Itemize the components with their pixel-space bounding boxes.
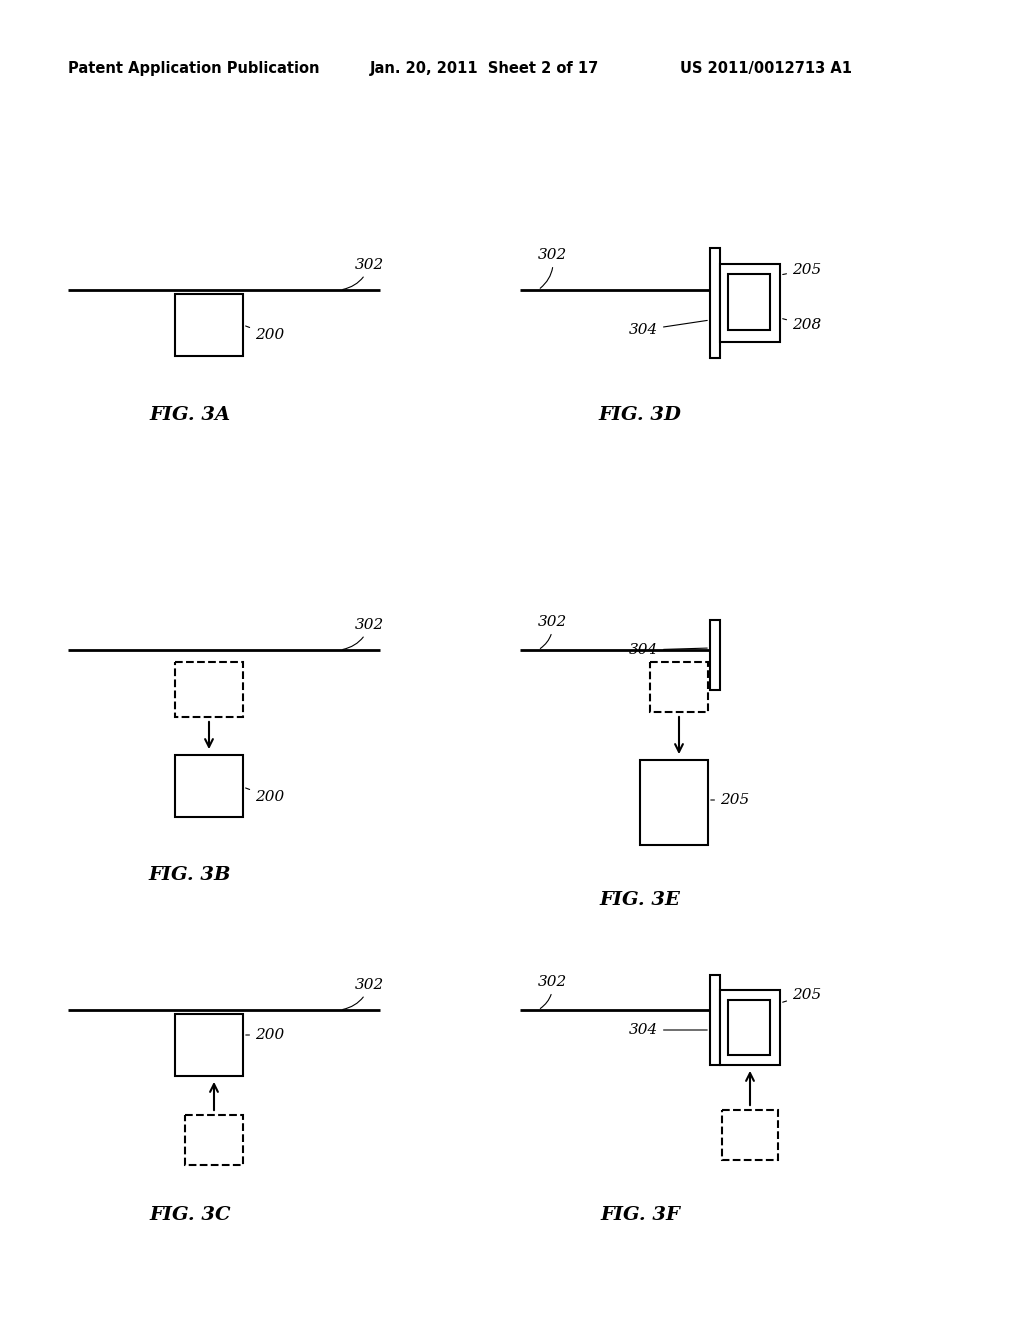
- Text: FIG. 3B: FIG. 3B: [148, 866, 231, 884]
- Bar: [710, 248, 720, 358]
- Text: US 2011/0012713 A1: US 2011/0012713 A1: [680, 61, 852, 75]
- Text: Jan. 20, 2011  Sheet 2 of 17: Jan. 20, 2011 Sheet 2 of 17: [370, 61, 599, 75]
- Text: 302: 302: [538, 615, 567, 648]
- Text: 304: 304: [629, 1023, 708, 1038]
- Text: 302: 302: [538, 975, 567, 1008]
- Text: 302: 302: [343, 618, 384, 649]
- Text: 200: 200: [246, 326, 285, 342]
- Bar: [728, 1001, 770, 1055]
- Bar: [720, 264, 780, 342]
- Text: FIG. 3C: FIG. 3C: [150, 1206, 230, 1224]
- Bar: [175, 663, 243, 717]
- Text: 302: 302: [538, 248, 567, 288]
- Bar: [175, 1014, 243, 1076]
- Text: 205: 205: [782, 987, 821, 1002]
- Text: FIG. 3D: FIG. 3D: [599, 407, 681, 424]
- Bar: [720, 990, 780, 1065]
- Bar: [710, 620, 720, 690]
- Text: 302: 302: [343, 978, 384, 1010]
- Text: 205: 205: [711, 793, 750, 807]
- Text: 200: 200: [246, 1028, 285, 1041]
- Text: FIG. 3F: FIG. 3F: [600, 1206, 680, 1224]
- Bar: [185, 1115, 243, 1166]
- Text: FIG. 3A: FIG. 3A: [150, 407, 230, 424]
- Text: 304: 304: [629, 643, 708, 657]
- Text: 200: 200: [246, 788, 285, 804]
- Text: 205: 205: [782, 263, 821, 277]
- Bar: [640, 760, 708, 845]
- Bar: [722, 1110, 778, 1160]
- Text: Patent Application Publication: Patent Application Publication: [68, 61, 319, 75]
- Text: 304: 304: [629, 321, 708, 337]
- Bar: [710, 975, 720, 1065]
- Text: 208: 208: [782, 318, 821, 333]
- Bar: [728, 275, 770, 330]
- Bar: [175, 294, 243, 356]
- Text: FIG. 3E: FIG. 3E: [600, 891, 680, 909]
- Bar: [650, 663, 708, 711]
- Text: 302: 302: [343, 257, 384, 289]
- Bar: [175, 755, 243, 817]
